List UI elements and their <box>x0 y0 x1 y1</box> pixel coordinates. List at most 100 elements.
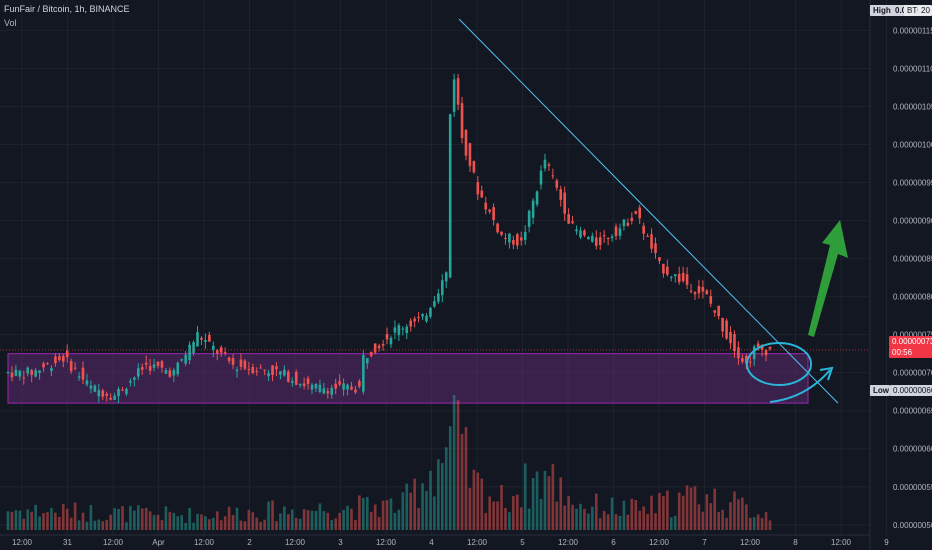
candle-body <box>34 370 37 377</box>
volume-bar <box>630 498 634 530</box>
volume-bar <box>689 487 693 530</box>
volume-bar <box>26 509 30 530</box>
volume-bar <box>697 504 701 530</box>
volume-bar <box>559 477 563 530</box>
price-tick-label: 0.00000050 <box>893 521 932 530</box>
candle-body <box>117 389 120 397</box>
candle-body <box>587 237 590 240</box>
candle-body <box>26 367 30 374</box>
candle-body <box>243 360 247 369</box>
volume-bar <box>748 517 752 530</box>
candle-body <box>756 343 760 347</box>
candle-body <box>543 159 547 169</box>
candle-body <box>259 367 262 369</box>
volume-bar <box>409 492 413 530</box>
candle-body <box>188 344 191 361</box>
candle-body <box>65 350 69 358</box>
volume-bar <box>393 512 397 530</box>
candle-body <box>602 235 606 237</box>
volume-bar <box>204 516 207 530</box>
time-tick-label: 8 <box>793 538 798 547</box>
candle-body <box>200 337 203 340</box>
candle-body <box>689 290 693 292</box>
time-tick-label: 12:00 <box>103 538 124 547</box>
candle-body <box>492 207 495 220</box>
price-tick-label: 0.00000055 <box>893 483 932 492</box>
volume-bar <box>460 433 464 530</box>
candle-body <box>81 367 85 380</box>
time-tick-label: 12:00 <box>740 538 761 547</box>
volume-bar <box>125 522 128 530</box>
candle-body <box>705 290 709 294</box>
volume-bar <box>429 470 432 530</box>
candle-body <box>646 235 649 237</box>
volume-bar <box>373 504 377 530</box>
volume-bar <box>306 510 310 530</box>
candle-body <box>464 129 468 156</box>
volume-bar <box>255 517 259 530</box>
candle-body <box>58 356 61 360</box>
time-tick-label: 12:00 <box>831 538 852 547</box>
candle-body <box>42 363 45 368</box>
candle-body <box>476 182 480 195</box>
candle-body <box>129 380 132 383</box>
volume-bar <box>381 500 385 530</box>
candle-body <box>362 355 365 392</box>
candle-body <box>219 347 223 353</box>
candle-body <box>452 79 456 112</box>
candle-body <box>271 365 274 376</box>
volume-bar <box>164 506 168 530</box>
candle-body <box>610 236 614 238</box>
volume-bar <box>290 509 294 530</box>
candle-body <box>385 334 389 340</box>
candle-body <box>630 217 634 221</box>
candle-body <box>168 370 172 377</box>
candle-body <box>760 345 764 350</box>
candle-body <box>93 385 97 392</box>
candle-body <box>729 332 732 344</box>
price-tick-label: 0.00000115 <box>893 26 932 35</box>
volume-bar <box>279 513 282 530</box>
volume-bar <box>610 497 614 530</box>
time-tick-label: 12:00 <box>285 538 306 547</box>
candle-body <box>764 350 768 356</box>
volume-bar <box>362 497 365 530</box>
candle-body <box>697 286 701 294</box>
volume-bar <box>693 486 697 530</box>
candle-body <box>626 222 630 226</box>
candle-body <box>634 211 638 214</box>
volume-bar <box>152 515 156 530</box>
candle-body <box>547 164 551 166</box>
volume-bar <box>437 459 440 530</box>
candle-body <box>571 221 574 224</box>
candle-body <box>125 388 128 394</box>
candle-body <box>283 369 286 376</box>
candle-body <box>685 274 689 285</box>
candle-body <box>417 317 420 319</box>
volume-bar <box>389 498 393 530</box>
candle-body <box>437 293 440 302</box>
volume-bar <box>729 502 732 530</box>
price-tick-label: 0.00000100 <box>893 141 932 150</box>
candle-body <box>448 114 452 278</box>
candle-body <box>294 371 298 385</box>
candle-body <box>535 191 539 205</box>
volume-bar <box>701 511 705 530</box>
volume-bar <box>275 521 278 530</box>
candle-body <box>184 354 187 364</box>
volume-bar <box>133 510 136 530</box>
candle-body <box>579 230 582 238</box>
volume-bar <box>579 503 582 530</box>
price-tick-label: 0.00000075 <box>893 331 932 340</box>
candle-body <box>346 384 349 390</box>
candle-body <box>73 367 77 369</box>
volume-bar <box>413 478 416 530</box>
volume-bar <box>594 493 598 530</box>
candle-body <box>401 328 405 330</box>
candle-body <box>46 363 49 365</box>
candle-body <box>460 103 464 139</box>
time-tick-label: 5 <box>520 538 525 547</box>
volume-bar <box>46 512 49 530</box>
